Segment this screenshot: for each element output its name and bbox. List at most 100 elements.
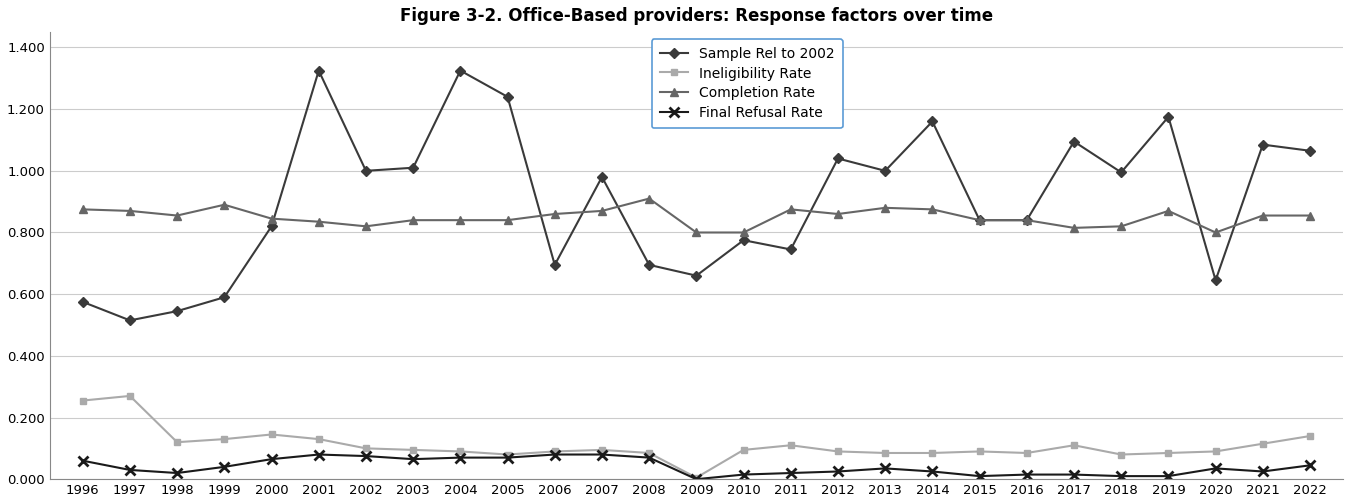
Sample Rel to 2002 (830, 155, 846, 161)
Completion Rate (1207, 229, 1223, 235)
Final Refusal Rate (263, 456, 279, 462)
Sample Rel to 2002 (783, 246, 799, 253)
Completion Rate (310, 219, 327, 225)
Completion Rate (547, 211, 563, 217)
Completion Rate (925, 206, 941, 212)
Final Refusal Rate (74, 458, 90, 464)
Sample Rel to 2002 (310, 68, 327, 74)
Ineligibility Rate (169, 439, 185, 445)
Final Refusal Rate (783, 470, 799, 476)
Final Refusal Rate (972, 473, 988, 479)
Sample Rel to 2002 (500, 94, 516, 100)
Final Refusal Rate (688, 476, 705, 482)
Sample Rel to 2002 (122, 318, 138, 324)
Sample Rel to 2002 (358, 168, 374, 174)
Sample Rel to 2002 (594, 174, 610, 180)
Completion Rate (830, 211, 846, 217)
Final Refusal Rate (310, 452, 327, 458)
Ineligibility Rate (500, 452, 516, 458)
Completion Rate (688, 229, 705, 235)
Line: Final Refusal Rate: Final Refusal Rate (78, 450, 1315, 484)
Ineligibility Rate (736, 447, 752, 453)
Sample Rel to 2002 (547, 262, 563, 268)
Line: Sample Rel to 2002: Sample Rel to 2002 (80, 67, 1314, 324)
Final Refusal Rate (547, 452, 563, 458)
Sample Rel to 2002 (1207, 277, 1223, 283)
Ineligibility Rate (310, 436, 327, 442)
Ineligibility Rate (74, 398, 90, 404)
Final Refusal Rate (830, 468, 846, 474)
Sample Rel to 2002 (736, 237, 752, 243)
Sample Rel to 2002 (688, 273, 705, 279)
Ineligibility Rate (783, 442, 799, 448)
Final Refusal Rate (169, 470, 185, 476)
Completion Rate (122, 208, 138, 214)
Sample Rel to 2002 (1019, 217, 1035, 223)
Final Refusal Rate (1114, 473, 1130, 479)
Sample Rel to 2002 (216, 294, 232, 300)
Completion Rate (1019, 217, 1035, 223)
Ineligibility Rate (972, 449, 988, 455)
Ineligibility Rate (878, 450, 894, 456)
Ineligibility Rate (1114, 452, 1130, 458)
Final Refusal Rate (1301, 462, 1318, 468)
Sample Rel to 2002 (1254, 142, 1270, 148)
Ineligibility Rate (688, 475, 705, 481)
Final Refusal Rate (641, 455, 657, 461)
Ineligibility Rate (594, 447, 610, 453)
Completion Rate (1114, 223, 1130, 229)
Completion Rate (1254, 213, 1270, 219)
Final Refusal Rate (500, 455, 516, 461)
Sample Rel to 2002 (925, 118, 941, 124)
Ineligibility Rate (452, 449, 468, 455)
Sample Rel to 2002 (452, 68, 468, 74)
Final Refusal Rate (594, 452, 610, 458)
Completion Rate (594, 208, 610, 214)
Final Refusal Rate (358, 453, 374, 459)
Completion Rate (263, 216, 279, 222)
Final Refusal Rate (1254, 468, 1270, 474)
Final Refusal Rate (405, 456, 421, 462)
Final Refusal Rate (452, 455, 468, 461)
Sample Rel to 2002 (972, 217, 988, 223)
Sample Rel to 2002 (263, 223, 279, 229)
Completion Rate (1066, 225, 1083, 231)
Completion Rate (216, 202, 232, 208)
Completion Rate (169, 213, 185, 219)
Line: Completion Rate: Completion Rate (78, 195, 1314, 237)
Completion Rate (74, 206, 90, 212)
Completion Rate (1160, 208, 1176, 214)
Legend: Sample Rel to 2002, Ineligibility Rate, Completion Rate, Final Refusal Rate: Sample Rel to 2002, Ineligibility Rate, … (652, 39, 842, 129)
Ineligibility Rate (925, 450, 941, 456)
Line: Ineligibility Rate: Ineligibility Rate (80, 393, 1314, 481)
Completion Rate (736, 229, 752, 235)
Final Refusal Rate (1019, 472, 1035, 478)
Completion Rate (878, 205, 894, 211)
Final Refusal Rate (925, 468, 941, 474)
Ineligibility Rate (122, 393, 138, 399)
Final Refusal Rate (1207, 465, 1223, 471)
Completion Rate (783, 206, 799, 212)
Sample Rel to 2002 (1160, 114, 1176, 120)
Completion Rate (641, 196, 657, 202)
Ineligibility Rate (1254, 440, 1270, 447)
Ineligibility Rate (547, 449, 563, 455)
Final Refusal Rate (216, 464, 232, 470)
Ineligibility Rate (358, 446, 374, 452)
Completion Rate (358, 223, 374, 229)
Sample Rel to 2002 (169, 308, 185, 314)
Completion Rate (972, 217, 988, 223)
Ineligibility Rate (641, 450, 657, 456)
Sample Rel to 2002 (1066, 139, 1083, 145)
Ineligibility Rate (1301, 433, 1318, 439)
Ineligibility Rate (216, 436, 232, 442)
Ineligibility Rate (830, 449, 846, 455)
Sample Rel to 2002 (1301, 148, 1318, 154)
Ineligibility Rate (405, 447, 421, 453)
Final Refusal Rate (122, 467, 138, 473)
Sample Rel to 2002 (878, 168, 894, 174)
Ineligibility Rate (1160, 450, 1176, 456)
Final Refusal Rate (1160, 473, 1176, 479)
Ineligibility Rate (1019, 450, 1035, 456)
Ineligibility Rate (263, 431, 279, 437)
